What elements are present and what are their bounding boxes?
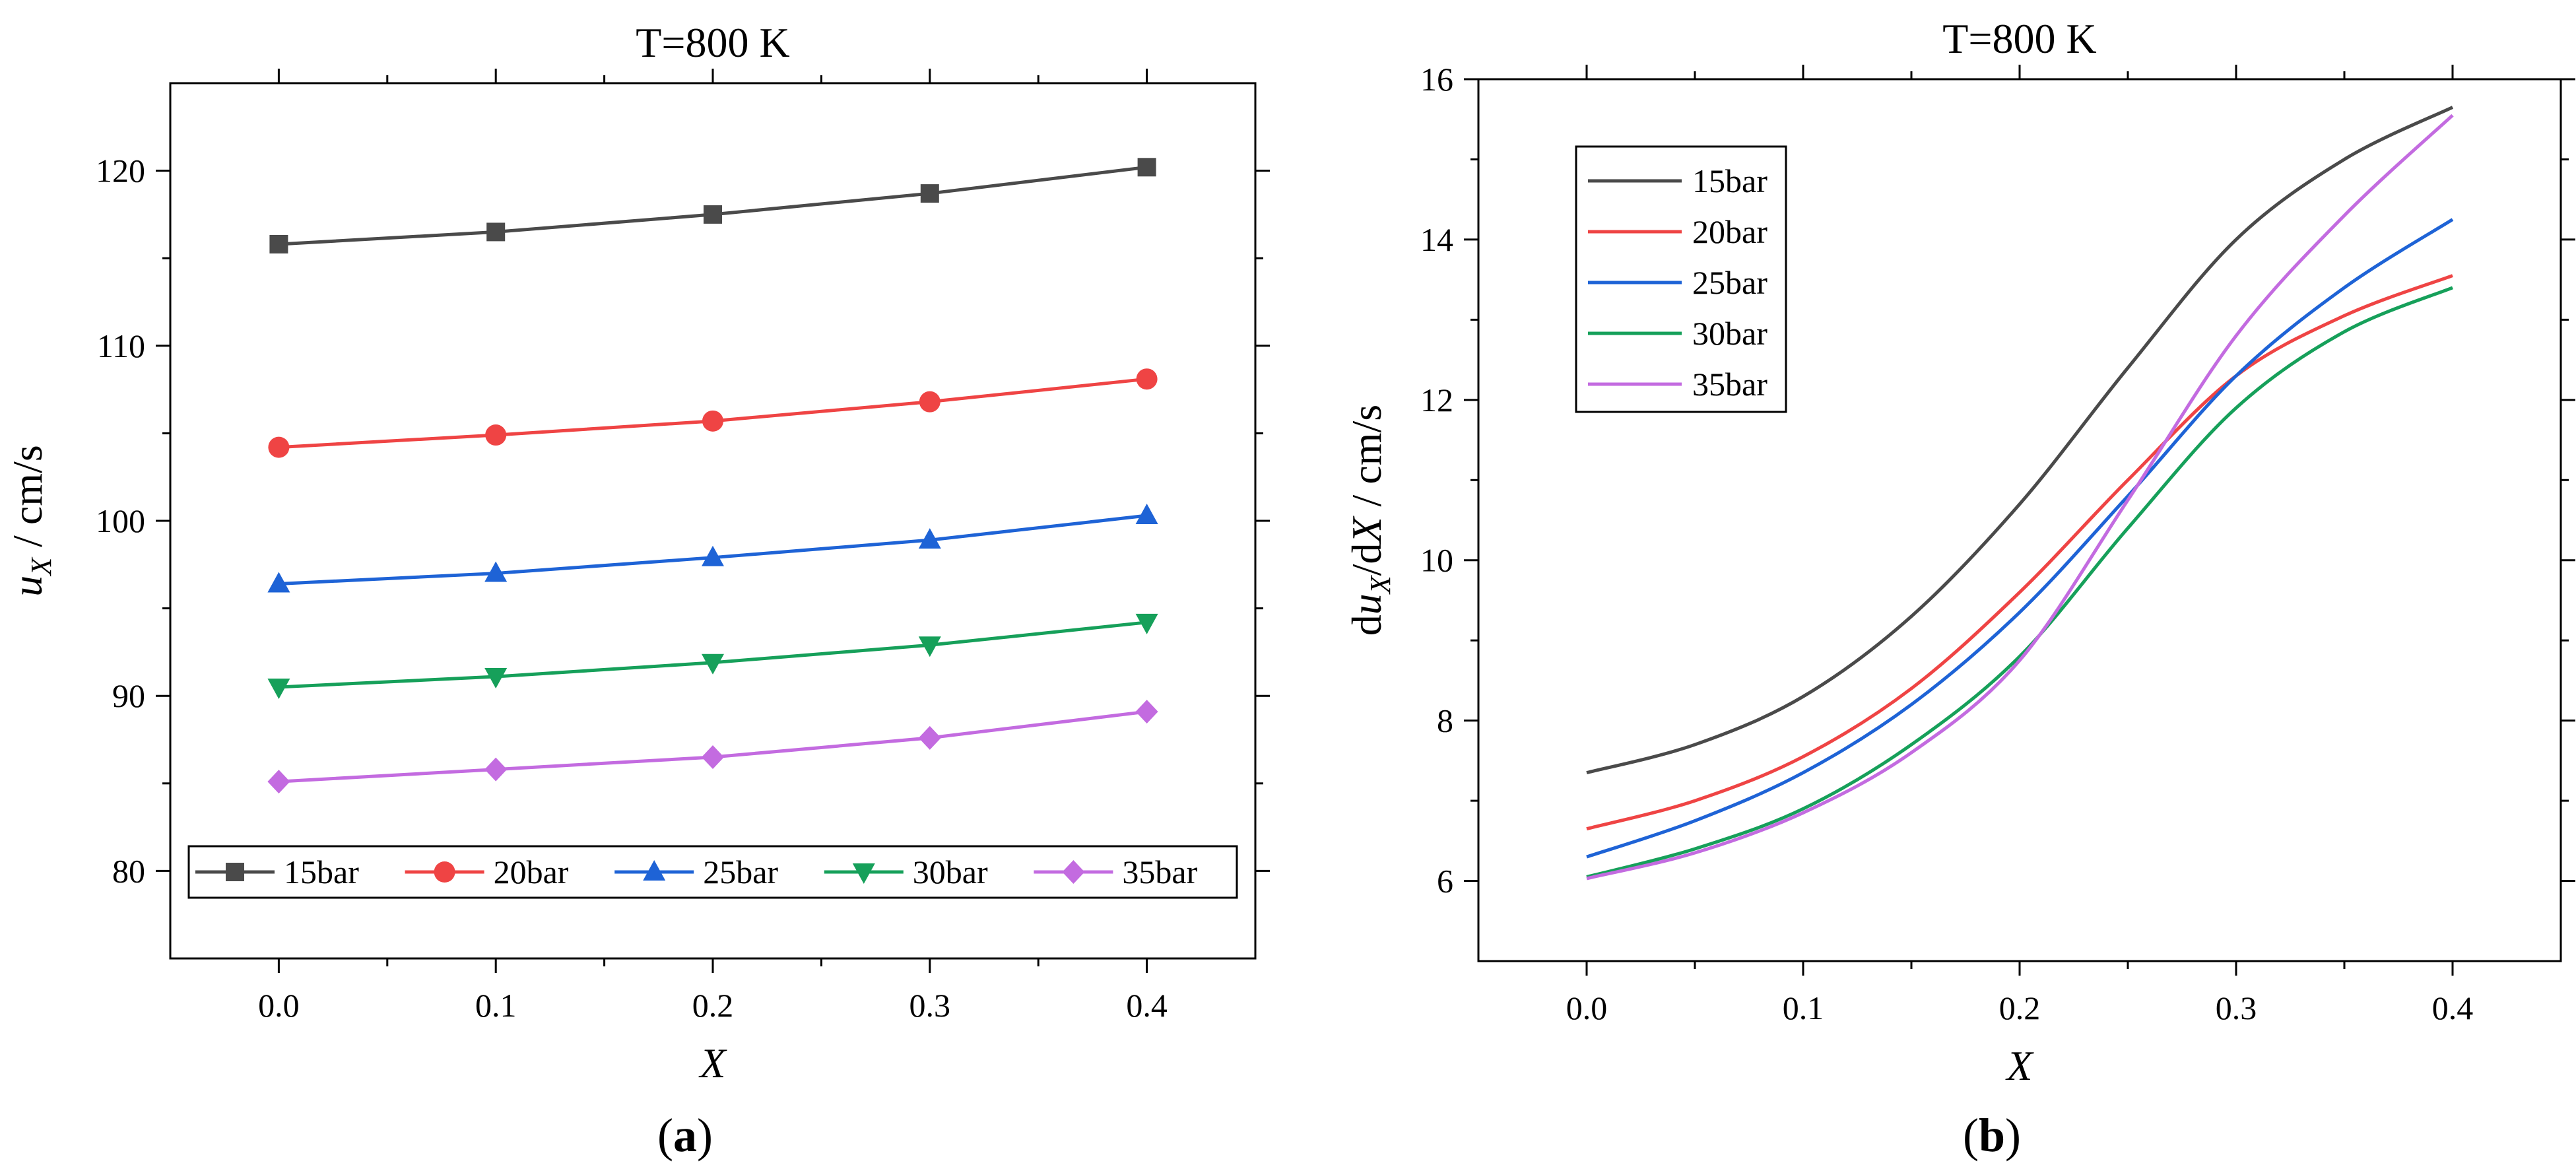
legend-label: 30bar (1692, 315, 1767, 352)
legend-marker (852, 863, 875, 884)
legend-marker (226, 863, 244, 881)
y-tick-label: 90 (112, 677, 145, 714)
legend-label: 25bar (703, 853, 778, 890)
x-tick-label: 0.0 (1566, 989, 1608, 1026)
data-point (485, 424, 507, 446)
y-tick-label: 14 (1420, 221, 1453, 258)
series-20bar (1586, 274, 2453, 831)
data-point (1136, 368, 1158, 390)
y-tick-label: 6 (1437, 863, 1453, 900)
data-point (920, 184, 939, 203)
legend-marker (434, 861, 455, 883)
data-point (1135, 613, 1158, 634)
data-point (484, 757, 508, 782)
x-tick-label: 0.1 (475, 987, 517, 1024)
y-axis-title: duX/dX / cm/s (1343, 405, 1397, 636)
data-point (267, 770, 290, 794)
chart-title: T=800 K (1942, 15, 2096, 62)
chart-title: T=800 K (636, 19, 789, 66)
data-point (702, 653, 724, 675)
x-axis-title: X (2004, 1042, 2034, 1089)
y-tick-label: 8 (1437, 702, 1453, 739)
series-25bar (1586, 218, 2454, 859)
series-line (1586, 106, 2454, 775)
legend-label: 15bar (1692, 162, 1767, 199)
caption: (a) (657, 1109, 713, 1162)
y-tick-label: 12 (1420, 382, 1453, 418)
series-30bar (267, 613, 1158, 699)
data-point (484, 668, 508, 689)
series-line (1586, 286, 2453, 879)
data-point (486, 222, 506, 242)
legend: 15bar 20bar 25bar 30bar 35bar (1575, 145, 1787, 413)
legend-label: 20bar (1692, 213, 1767, 250)
y-tick-label: 100 (96, 502, 145, 539)
x-tick-label: 0.3 (909, 987, 951, 1024)
series-line (1586, 114, 2454, 881)
data-point (267, 678, 290, 699)
series-35bar (267, 700, 1158, 794)
series-25bar (267, 504, 1158, 593)
data-point (1137, 158, 1156, 177)
data-point (1135, 700, 1158, 724)
legend-box (1575, 145, 1787, 413)
data-point (918, 636, 941, 657)
y-tick-label: 120 (96, 152, 145, 189)
y-tick-label: 80 (112, 852, 145, 889)
data-point (919, 391, 941, 413)
x-tick-label: 0.2 (1999, 989, 2041, 1026)
legend: 15bar 20bar 25bar 30bar 35bar (187, 845, 1238, 899)
y-tick-label: 16 (1420, 61, 1453, 98)
data-point (704, 205, 722, 224)
series-30bar (1586, 286, 2453, 879)
legend-label: 25bar (1692, 264, 1767, 301)
data-point (918, 725, 941, 750)
data-point (268, 436, 290, 458)
x-tick-label: 0.0 (258, 987, 300, 1024)
series-line (1586, 274, 2453, 831)
data-point (267, 572, 290, 593)
series-20bar (268, 368, 1158, 458)
series-35bar (1586, 114, 2454, 881)
data-point (702, 545, 724, 566)
x-tick-label: 0.4 (1126, 987, 1168, 1024)
legend-label: 35bar (1122, 853, 1197, 890)
legend-label: 15bar (284, 853, 359, 890)
legend-marker (643, 860, 666, 881)
legend-label: 30bar (913, 853, 988, 890)
data-point (918, 528, 941, 549)
caption: (b) (1963, 1109, 2021, 1162)
legend-label: 35bar (1692, 366, 1767, 403)
x-tick-label: 0.4 (2432, 989, 2474, 1026)
chart-a: 0.0 0.1 0.2 0.3 0.4 80 90 100 110 120 T=800 K XuX /… (4, 19, 1270, 1162)
y-tick-label: 10 (1420, 542, 1453, 579)
data-point (1135, 504, 1158, 525)
data-point (484, 561, 508, 582)
x-tick-label: 0.2 (692, 987, 734, 1024)
x-axis-title: X (698, 1040, 727, 1087)
legend-marker (1062, 860, 1085, 884)
chart-b: 0.0 0.1 0.2 0.3 0.4 6 8 10 12 14 16 T=800 K XduX/dX … (1343, 15, 2575, 1162)
series-15bar (269, 158, 1156, 253)
data-point (269, 234, 288, 253)
series-line (1586, 218, 2454, 859)
y-axis-title: uX / cm/s (4, 445, 57, 597)
series-15bar (1586, 106, 2454, 775)
legend-label: 20bar (494, 853, 569, 890)
y-tick-label: 110 (97, 327, 145, 364)
data-point (702, 745, 724, 770)
data-point (702, 410, 723, 432)
x-tick-label: 0.1 (1783, 989, 1824, 1026)
x-tick-label: 0.3 (2216, 989, 2257, 1026)
